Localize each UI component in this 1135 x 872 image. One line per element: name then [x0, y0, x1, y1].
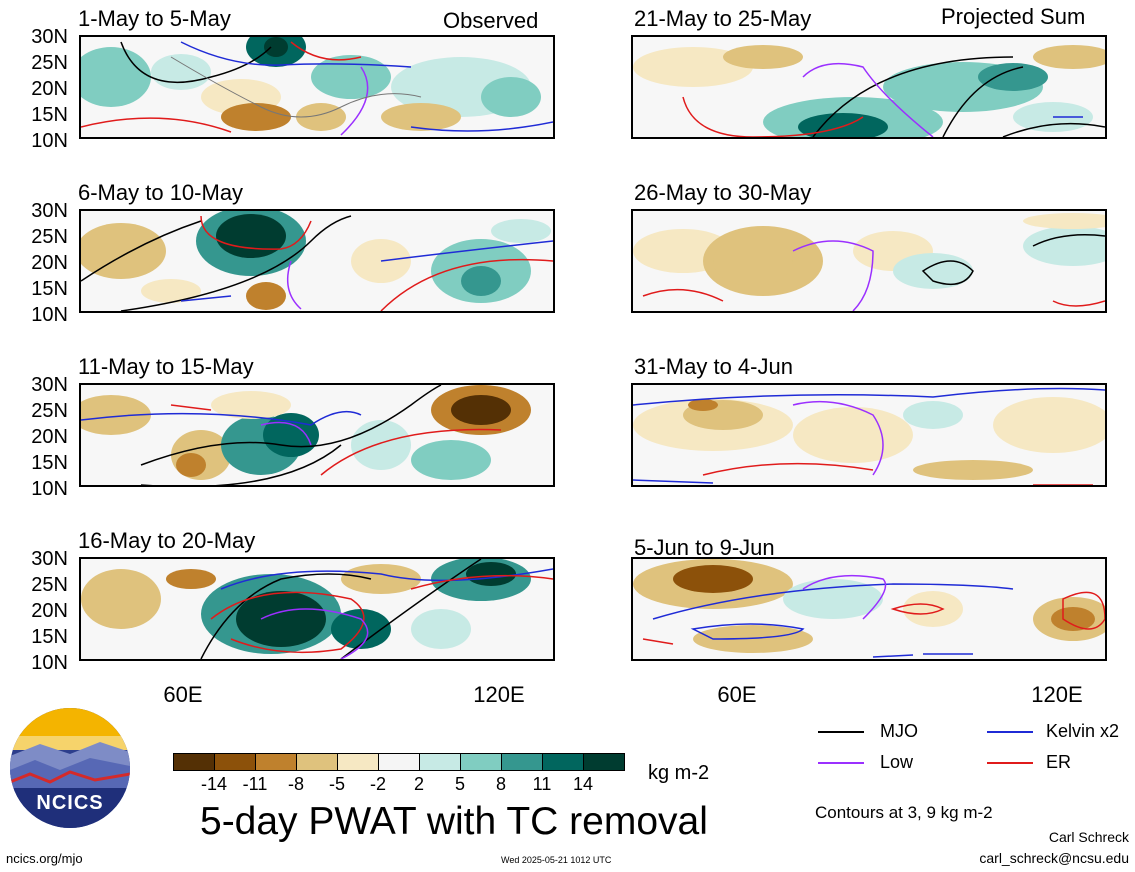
colorbar-tick: -14 — [200, 774, 227, 794]
pwat-field — [81, 37, 553, 136]
colorbar-swatch — [174, 754, 215, 770]
panel-title-16-may-20-may: 16-May to 20-May — [78, 528, 256, 553]
ncics-logo: NCICS — [10, 708, 130, 828]
colorbar-swatch — [256, 754, 297, 770]
lat-label: 25N — [31, 226, 68, 248]
map-panel-projected-4 — [631, 557, 1107, 661]
contour-note: Contours at 3, 9 kg m-2 — [815, 803, 993, 822]
pwat-field — [81, 211, 553, 311]
map-panel-projected-3 — [631, 383, 1107, 487]
panel-title-5-jun-9-jun: 5-Jun to 9-Jun — [634, 535, 775, 560]
er-legend-line — [987, 762, 1033, 764]
panel-title-31-may-4-jun: 31-May to 4-Jun — [634, 354, 793, 379]
lon-label-120e-left: 120E — [473, 682, 525, 707]
footer-url-link[interactable]: ncics.org/mjo — [6, 851, 83, 866]
map-panel-projected-1 — [631, 35, 1107, 139]
pwat-field — [633, 387, 1105, 485]
lon-label-60e-left: 60E — [163, 682, 203, 707]
lat-label: 20N — [31, 78, 68, 100]
colorbar-swatch — [502, 754, 543, 770]
map-panel-observed-2 — [79, 209, 555, 313]
colorbar-tick: -11 — [242, 774, 268, 794]
colorbar-tick: 8 — [495, 774, 506, 794]
colorbar-swatch — [379, 754, 420, 770]
lat-label: 10N — [31, 652, 68, 674]
panel-title-1-may-5-may: 1-May to 5-May — [78, 6, 231, 31]
projected-sum-label: Projected Sum — [941, 4, 1086, 29]
colorbar-tick: -8 — [287, 774, 304, 794]
lat-label: 15N — [31, 626, 68, 648]
pwat-field — [81, 559, 553, 659]
colorbar-swatch — [543, 754, 584, 770]
lat-label: 30N — [31, 374, 68, 396]
author-name: Carl Schreck — [1048, 829, 1129, 845]
panel-title-11-may-15-may: 11-May to 15-May — [78, 354, 254, 379]
lat-label: 25N — [31, 52, 68, 74]
colorbar-swatch — [215, 754, 256, 770]
lat-label: 10N — [31, 478, 68, 500]
logo-text: NCICS — [36, 792, 104, 814]
author-email[interactable]: carl_schreck@ncsu.edu — [979, 850, 1129, 866]
main-title: 5-day PWAT with TC removal — [200, 800, 708, 843]
lon-label-60e-right: 60E — [717, 682, 757, 707]
er-legend-label: ER — [1046, 752, 1072, 772]
lat-label: 15N — [31, 278, 68, 300]
low-legend-label: Low — [880, 752, 914, 772]
lat-label: 20N — [31, 426, 68, 448]
panel-title-21-may-25-may: 21-May to 25-May — [634, 6, 812, 31]
mjo-legend-line — [818, 731, 864, 733]
colorbar-tick: 2 — [413, 774, 424, 794]
lat-label: 20N — [31, 252, 68, 274]
pwat-field — [633, 45, 1105, 137]
colorbar — [173, 753, 625, 771]
observed-label: Observed — [443, 8, 539, 33]
lat-label: 25N — [31, 574, 68, 596]
pwat-field — [633, 559, 1105, 658]
lat-label: 10N — [31, 130, 68, 152]
colorbar-tick: 5 — [454, 774, 465, 794]
map-panel-observed-1 — [79, 35, 555, 139]
map-panel-observed-4 — [79, 557, 555, 661]
lon-label-120e-right: 120E — [1031, 682, 1083, 707]
colorbar-tick: -2 — [369, 774, 386, 794]
colorbar-swatch — [584, 754, 624, 770]
colorbar-tick: -5 — [328, 774, 345, 794]
lat-label: 30N — [31, 200, 68, 222]
colorbar-units: kg m-2 — [648, 762, 710, 784]
pwat-field — [81, 385, 531, 485]
colorbar-swatch — [461, 754, 502, 770]
panel-title-6-may-10-may: 6-May to 10-May — [78, 180, 244, 205]
map-panel-observed-3 — [79, 383, 555, 487]
colorbar-swatch — [338, 754, 379, 770]
lat-label: 20N — [31, 600, 68, 622]
colorbar-swatch — [297, 754, 338, 770]
mjo-legend-label: MJO — [880, 721, 918, 741]
lat-label: 15N — [31, 452, 68, 474]
footer-timestamp: Wed 2025-05-21 1012 UTC — [501, 855, 612, 865]
kelvin-legend-line — [987, 731, 1033, 733]
lat-label: 30N — [31, 548, 68, 570]
colorbar-tick: 11 — [532, 774, 552, 794]
lat-label: 15N — [31, 104, 68, 126]
map-panel-projected-2 — [631, 209, 1107, 313]
kelvin-legend-label: Kelvin x2 — [1046, 721, 1120, 741]
lat-label: 25N — [31, 400, 68, 422]
panel-title-26-may-30-may: 26-May to 30-May — [634, 180, 812, 205]
colorbar-tick: 14 — [572, 774, 594, 794]
low-legend-line — [818, 762, 864, 764]
lat-label: 30N — [31, 26, 68, 48]
lat-label: 10N — [31, 304, 68, 326]
pwat-field — [633, 213, 1105, 311]
colorbar-swatch — [420, 754, 461, 770]
